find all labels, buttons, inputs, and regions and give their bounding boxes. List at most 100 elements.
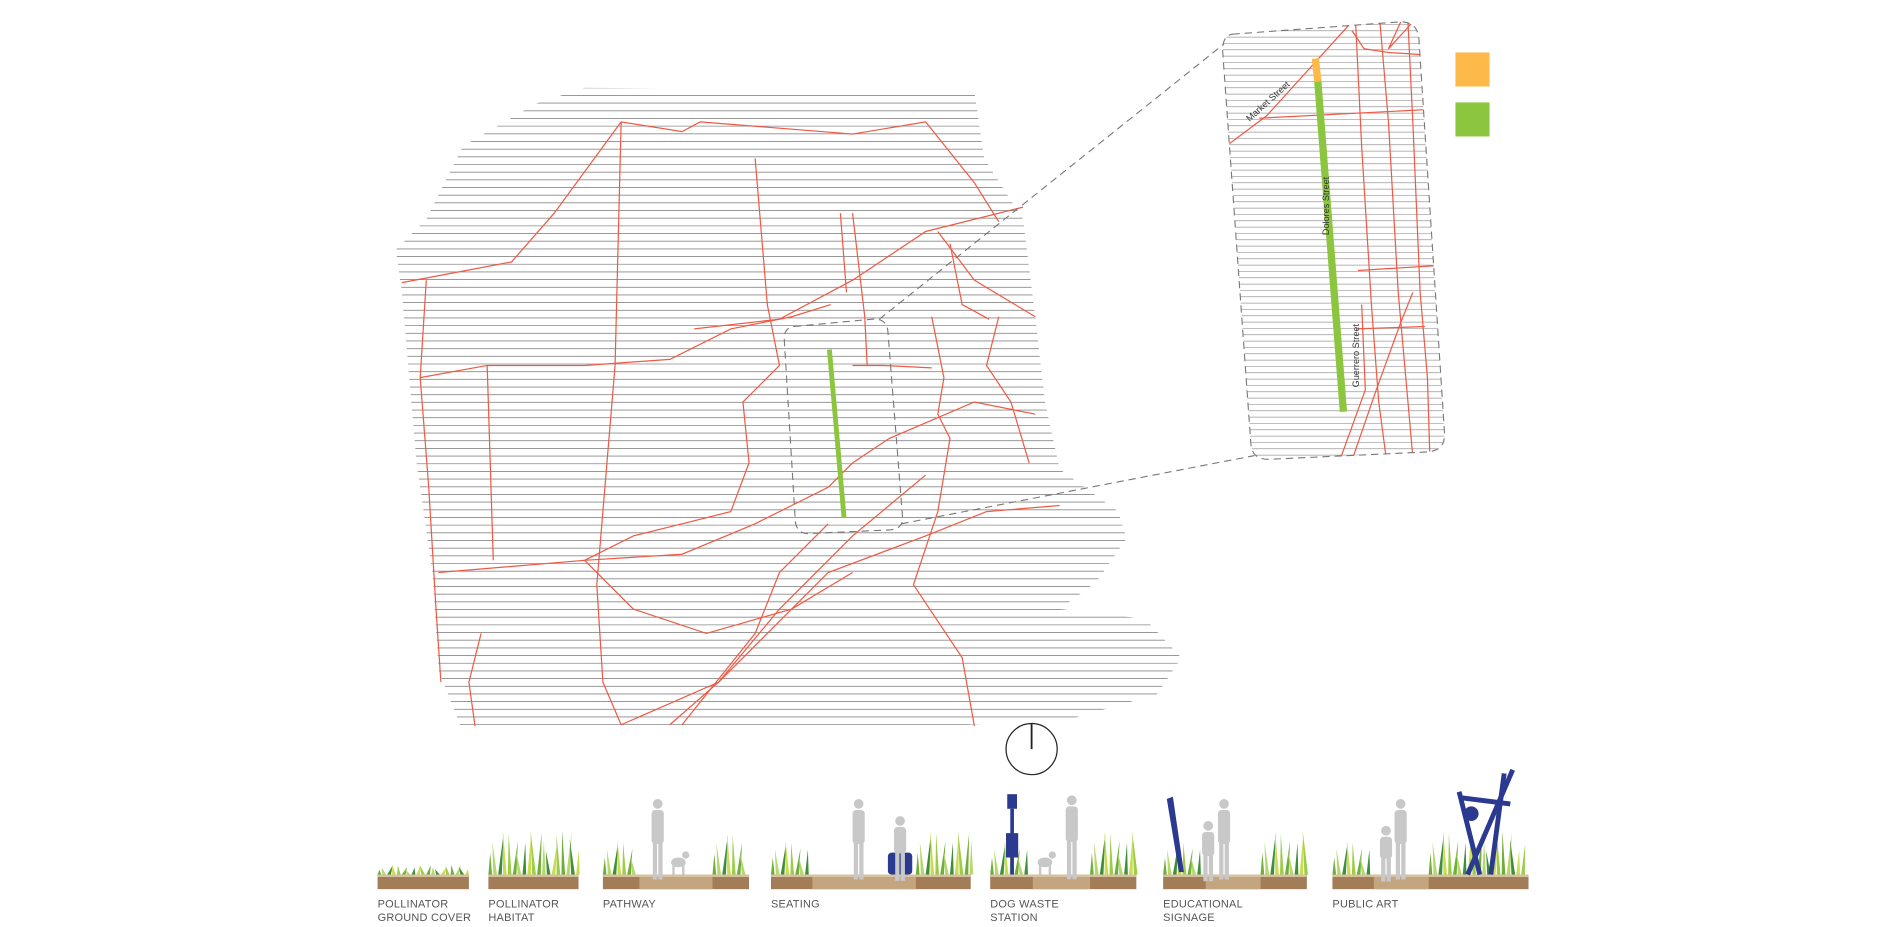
plant bbox=[1486, 850, 1491, 875]
plant bbox=[1288, 851, 1294, 875]
plant bbox=[1342, 842, 1348, 875]
inset-route-start bbox=[1311, 58, 1322, 83]
street bbox=[486, 365, 494, 561]
amenity-label: PATHWAY bbox=[603, 898, 656, 910]
person-silhouette bbox=[1217, 799, 1231, 880]
plant bbox=[627, 848, 633, 875]
plant bbox=[1366, 849, 1371, 875]
plant bbox=[1443, 830, 1447, 875]
plant bbox=[556, 834, 561, 875]
ground-bar bbox=[990, 874, 1137, 890]
zoom-connector-bottom bbox=[901, 455, 1255, 525]
street bbox=[468, 633, 482, 727]
plant bbox=[492, 841, 497, 875]
person-silhouette bbox=[1202, 820, 1215, 882]
plant bbox=[770, 857, 775, 875]
plant bbox=[1462, 842, 1467, 875]
legend-swatch-green bbox=[1455, 102, 1490, 137]
plant bbox=[1093, 841, 1099, 875]
plant bbox=[1456, 851, 1462, 875]
plant bbox=[465, 869, 469, 875]
inset-streets bbox=[1222, 21, 1438, 460]
legend-swatch-orange bbox=[1455, 52, 1490, 87]
plant bbox=[617, 840, 622, 875]
street bbox=[754, 158, 781, 366]
path-surface bbox=[1032, 876, 1091, 890]
street bbox=[694, 206, 1024, 330]
plant bbox=[1167, 849, 1172, 875]
plant bbox=[622, 842, 627, 875]
plant bbox=[1428, 852, 1433, 875]
person-silhouette bbox=[1065, 795, 1078, 880]
plant bbox=[1182, 842, 1187, 875]
plant bbox=[964, 832, 970, 875]
dog-silhouette bbox=[1037, 851, 1056, 875]
inset-map: Market Street Dolores Street Guerrero St… bbox=[1222, 21, 1446, 460]
plant bbox=[1302, 830, 1309, 875]
amenity-strip bbox=[377, 768, 1529, 890]
person-silhouette bbox=[893, 816, 907, 881]
amenity-label: PUBLIC ART bbox=[1332, 898, 1398, 910]
plant bbox=[1521, 844, 1526, 875]
plant bbox=[416, 865, 421, 875]
plant bbox=[1432, 841, 1438, 875]
plant bbox=[943, 851, 949, 875]
street bbox=[852, 364, 932, 369]
plant bbox=[1124, 842, 1128, 875]
plant bbox=[1438, 833, 1444, 875]
focus-area-outline bbox=[783, 318, 904, 535]
street bbox=[620, 504, 1060, 726]
plant bbox=[1510, 839, 1516, 875]
plant bbox=[1299, 834, 1304, 875]
dog-waste-station-icon bbox=[1006, 794, 1019, 875]
street bbox=[419, 280, 442, 683]
plant bbox=[795, 848, 801, 875]
street bbox=[681, 523, 829, 726]
plant bbox=[1270, 833, 1276, 875]
plant bbox=[994, 849, 999, 875]
plant bbox=[785, 840, 790, 875]
person-silhouette bbox=[852, 799, 865, 880]
plant bbox=[940, 841, 946, 875]
ground-bar bbox=[602, 874, 750, 890]
street bbox=[596, 121, 622, 725]
amenity-label: POLLINATOR GROUND COVER bbox=[378, 898, 472, 923]
street bbox=[401, 121, 1000, 284]
plant bbox=[731, 835, 736, 875]
plant bbox=[1275, 830, 1279, 875]
street bbox=[584, 559, 853, 635]
plant bbox=[1351, 842, 1356, 875]
street bbox=[985, 316, 1030, 464]
plant bbox=[602, 857, 607, 875]
plant bbox=[712, 853, 717, 875]
person-silhouette bbox=[651, 799, 664, 880]
plant bbox=[1190, 856, 1197, 875]
plant bbox=[1280, 833, 1284, 875]
street bbox=[584, 365, 780, 561]
plant bbox=[507, 833, 512, 875]
plant bbox=[1453, 841, 1459, 875]
path-surface bbox=[639, 876, 713, 890]
plant bbox=[1024, 849, 1028, 875]
plant bbox=[419, 864, 426, 875]
plant bbox=[1448, 833, 1452, 875]
amenity-labels: POLLINATOR GROUND COVER POLLINATOR HABITAT… bbox=[378, 898, 1399, 923]
plant bbox=[1360, 856, 1366, 875]
zoom-connector-top bbox=[879, 43, 1225, 320]
plant bbox=[431, 866, 435, 875]
person-silhouette bbox=[1379, 825, 1393, 882]
plant bbox=[1090, 852, 1094, 875]
plant bbox=[774, 849, 780, 875]
street bbox=[438, 401, 1036, 574]
plant bbox=[392, 864, 396, 875]
plant bbox=[1163, 857, 1167, 875]
plant bbox=[498, 833, 504, 875]
plant bbox=[1017, 856, 1024, 875]
inset-outline bbox=[1222, 21, 1446, 460]
plant bbox=[397, 865, 401, 875]
plant bbox=[450, 864, 455, 875]
person-silhouette bbox=[1394, 799, 1407, 880]
amenity-label: SEATING bbox=[771, 898, 820, 910]
plant bbox=[1516, 849, 1520, 875]
